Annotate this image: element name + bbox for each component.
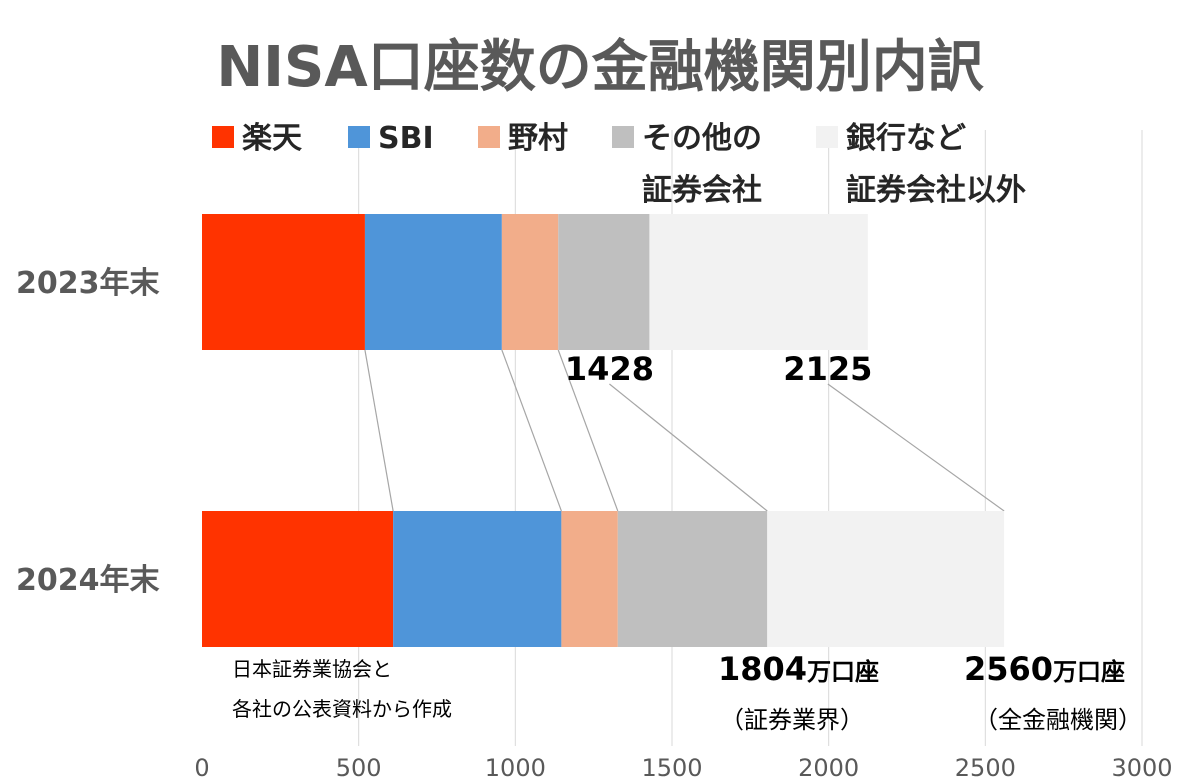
- tick-label-0: 0: [194, 754, 209, 782]
- legend-label-SBI-line1: SBI: [378, 121, 434, 156]
- category-label-2023年末: 2023年末: [16, 266, 160, 301]
- legend-label-銀行など証券会社以外-line1: 銀行など: [846, 121, 966, 156]
- tick-label-3000: 3000: [1111, 754, 1172, 782]
- bar-2024年末-楽天: [202, 511, 394, 647]
- total-unit-2024-0: 万口座: [807, 658, 879, 686]
- connector-line-3: [557, 349, 619, 512]
- tick-label-2500: 2500: [955, 754, 1016, 782]
- tick-label-2000: 2000: [798, 754, 859, 782]
- tick-label-1500: 1500: [641, 754, 702, 782]
- legend-swatch-野村: [478, 126, 500, 148]
- legend-swatch-その他の証券会社: [612, 126, 634, 148]
- category-label-2024年末: 2024年末: [16, 563, 160, 598]
- legend-swatch-楽天: [212, 126, 234, 148]
- total-unit-2024-1: 万口座: [1053, 658, 1125, 686]
- legend-swatch-銀行など証券会社以外: [816, 126, 838, 148]
- bar-2023年末-銀行など証券会社以外: [649, 214, 868, 350]
- bar-2023年末-楽天: [202, 214, 365, 350]
- total-note-2024-1: （全金融機関）: [974, 706, 1142, 734]
- bar-2023年末-野村: [501, 214, 559, 350]
- connector-line-total-1: [827, 383, 1005, 512]
- connector-line-2: [501, 349, 562, 512]
- tick-label-500: 500: [336, 754, 382, 782]
- legend-swatch-SBI: [348, 126, 370, 148]
- bar-2024年末-野村: [561, 511, 618, 647]
- total-number-2024-0: 1804: [718, 650, 807, 688]
- bar-2024年末-その他の証券会社: [617, 511, 768, 647]
- total-label-2023-0: 1428: [565, 350, 654, 388]
- total-note-2024-0: （証券業界）: [720, 706, 864, 734]
- legend-label-その他の証券会社-line2: 証券会社: [642, 173, 762, 208]
- bar-2023年末-その他の証券会社: [558, 214, 650, 350]
- bar-2024年末-SBI: [393, 511, 562, 647]
- source-note-line-2: 各社の公表資料から作成: [232, 697, 452, 721]
- source-note-line-1: 日本証券業協会と: [232, 657, 392, 681]
- total-label-2023-1: 2125: [783, 350, 872, 388]
- legend-label-野村-line1: 野村: [508, 121, 568, 156]
- legend-label-楽天-line1: 楽天: [242, 121, 302, 156]
- connector-lines: [364, 349, 1005, 512]
- legend-label-銀行など証券会社以外-line2: 証券会社以外: [846, 173, 1026, 208]
- bar-2024年末-銀行など証券会社以外: [767, 511, 1005, 647]
- connector-line-total-0: [609, 383, 768, 512]
- x-axis-ticks: 0 500 1000 1500 2000 2500 3000: [194, 754, 1172, 782]
- total-label-2024-0: 1804万口座: [718, 650, 879, 688]
- bar-2023年末-SBI: [364, 214, 502, 350]
- total-label-2024-1: 2560万口座: [964, 650, 1125, 688]
- connector-line-1: [364, 349, 394, 512]
- legend-label-その他の証券会社-line1: その他の: [642, 121, 762, 156]
- category-labels: 2023年末 2024年末: [16, 266, 160, 598]
- chart-title: NISA口座数の金融機関別内訳: [216, 35, 984, 100]
- bars: [202, 214, 1005, 647]
- total-number-2024-1: 2560: [964, 650, 1053, 688]
- tick-label-1000: 1000: [485, 754, 546, 782]
